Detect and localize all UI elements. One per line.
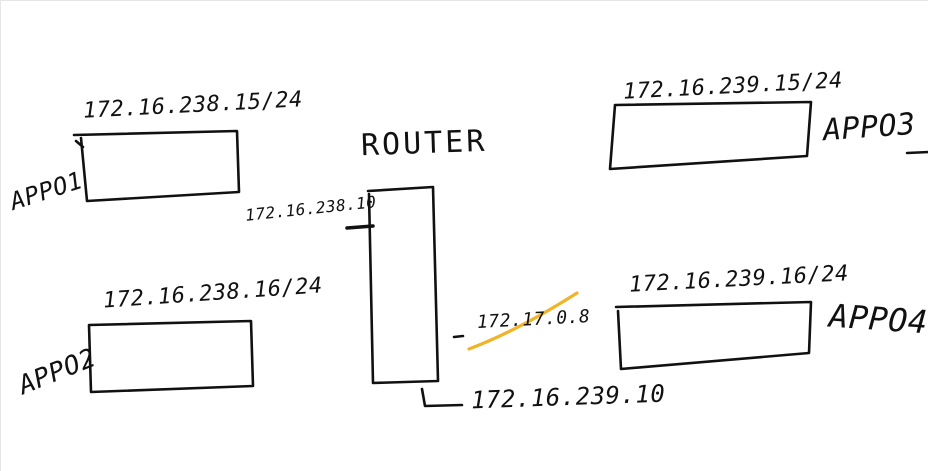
router-left-connector [345, 224, 375, 230]
app03-name-label: APPO3 [821, 106, 917, 149]
app03-box [608, 100, 813, 171]
router-title: ROUTER [360, 123, 488, 164]
app01-box [72, 129, 241, 203]
router-right-connector [452, 334, 465, 339]
app02-box [87, 319, 255, 394]
router-bottom-ip: 172.16.239.10 [470, 379, 666, 415]
router-box [366, 185, 440, 385]
app04-box [614, 300, 813, 371]
app03-dash [905, 150, 928, 155]
highlight-strike [467, 291, 579, 351]
app04-name-label: APPO4 [827, 296, 928, 342]
router-bottom-connector [420, 387, 464, 408]
